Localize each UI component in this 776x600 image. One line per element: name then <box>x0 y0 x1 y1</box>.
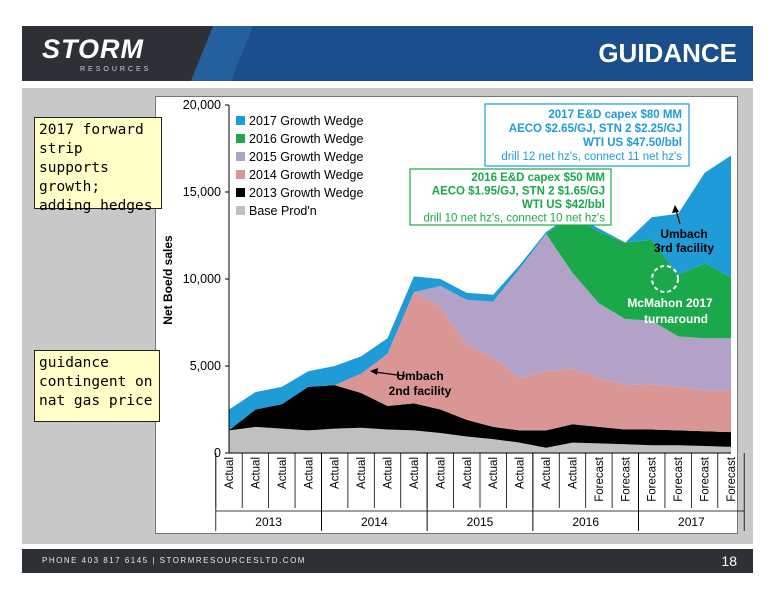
legend-swatch <box>236 116 245 125</box>
capex-2016-text: AECO $1.95/GJ, STN 2 $1.65/GJ <box>432 186 605 198</box>
x-tick-label: Actual <box>515 457 527 489</box>
y-tick-label: 10,000 <box>183 272 221 286</box>
capex-2017-box <box>484 103 690 167</box>
y-tick-label: 15,000 <box>183 185 221 199</box>
mcmahon-label: McMahon 2017 <box>627 296 713 310</box>
umbach-2-arrowhead <box>370 368 378 375</box>
x-tick-label: Actual <box>250 457 262 489</box>
year-label: 2013 <box>255 515 282 529</box>
area-2016-growth-wedge <box>229 215 731 431</box>
year-label: 2017 <box>678 515 705 529</box>
capex-2017-text: drill 12 net hz's, connect 11 net hz's <box>501 151 682 163</box>
legend-swatch <box>236 206 245 215</box>
x-tick-label: Actual <box>462 457 474 489</box>
legend-swatch <box>236 170 245 179</box>
legend-swatch <box>236 188 245 197</box>
capex-2017-text: AECO $2.65/GJ, STN 2 $2.25/GJ <box>509 123 682 135</box>
x-tick-label: Actual <box>224 457 236 489</box>
y-tick-label: 5,000 <box>190 359 221 373</box>
y-tick-label: 0 <box>214 446 221 460</box>
umbach-2-label: 2nd facility <box>389 384 452 398</box>
area-2017-growth-wedge <box>229 155 731 431</box>
y-tick-label: 20,000 <box>183 98 221 112</box>
company-logo: STORM <box>42 34 145 64</box>
footer-contact: PHONE 403 817 6145 | STORMRESOURCESLTD.C… <box>42 556 306 565</box>
x-tick-label: Forecast <box>726 456 738 502</box>
footer-bar: PHONE 403 817 6145 | STORMRESOURCESLTD.C… <box>22 549 753 573</box>
area-2013-growth-wedge <box>229 385 731 448</box>
x-tick-label: Actual <box>488 457 500 489</box>
capex-2016-text: WTI US $42/bbl <box>522 199 605 211</box>
y-axis-title: Net Boe/d sales <box>161 235 175 325</box>
x-tick-label: Actual <box>330 457 342 489</box>
x-tick-label: Actual <box>383 457 395 489</box>
year-label: 2016 <box>572 515 599 529</box>
legend-entry: 2017 Growth Wedge <box>249 114 363 128</box>
legend-swatch <box>236 152 245 161</box>
page-title: GUIDANCE <box>598 38 737 68</box>
x-tick-label: Actual <box>356 457 368 489</box>
note-forward-strip: 2017 forward strip supports growth; addi… <box>34 117 162 214</box>
legend-entry: 2015 Growth Wedge <box>249 150 363 164</box>
area-2015-growth-wedge <box>229 233 731 431</box>
x-tick-label: Actual <box>303 457 315 489</box>
legend-entry: 2013 Growth Wedge <box>249 186 363 200</box>
x-tick-label: Forecast <box>673 456 685 502</box>
x-tick-label: Actual <box>567 457 579 489</box>
legend-swatch <box>236 134 245 143</box>
umbach-2-arrow <box>373 371 406 377</box>
note-guidance-contingent: guidance contingent on nat gas price <box>34 350 160 422</box>
year-label: 2015 <box>467 515 494 529</box>
header-banner: STORM RESOURCES GUIDANCE <box>22 26 753 81</box>
umbach-3-arrowhead <box>672 205 679 213</box>
x-tick-label: Forecast <box>647 456 659 502</box>
legend-box <box>232 110 370 220</box>
area-base-prod-n <box>229 426 731 453</box>
page-number: 18 <box>721 553 737 569</box>
x-tick-label: Forecast <box>620 456 632 502</box>
legend-entry: 2016 Growth Wedge <box>249 132 363 146</box>
capex-2016-text: drill 10 net hz's, connect 10 net hz's <box>424 213 606 225</box>
x-tick-label: Actual <box>409 457 421 489</box>
x-tick-label: Actual <box>435 457 447 489</box>
mcmahon-label: turnaround <box>644 312 708 326</box>
year-label: 2014 <box>361 515 388 529</box>
capex-2017-text: WTI US $47.50/bbl <box>583 137 682 149</box>
x-tick-label: Actual <box>277 457 289 489</box>
x-tick-label: Forecast <box>594 456 606 502</box>
umbach-3-label: Umbach <box>660 227 707 241</box>
area-2014-growth-wedge <box>229 292 731 433</box>
legend-entry: 2014 Growth Wedge <box>249 168 363 182</box>
capex-2017-text: 2017 E&D capex $80 MM <box>548 109 682 121</box>
x-tick-label: Forecast <box>700 456 712 502</box>
umbach-2-label: Umbach <box>396 369 443 383</box>
umbach-3-label: 3rd facility <box>654 241 714 255</box>
capex-2016-text: 2016 E&D capex $50 MM <box>471 172 605 184</box>
capex-2016-box <box>409 168 612 226</box>
legend-entry: Base Prod'n <box>249 204 317 218</box>
x-tick-label: Actual <box>541 457 553 489</box>
company-logo-sub: RESOURCES <box>80 66 152 73</box>
mcmahon-dip-circle <box>651 265 679 293</box>
